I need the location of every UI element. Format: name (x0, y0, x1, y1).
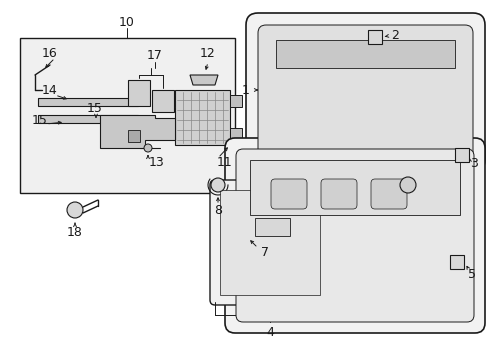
Text: 4: 4 (265, 325, 273, 338)
Text: 17: 17 (147, 49, 163, 62)
Circle shape (67, 202, 83, 218)
Bar (175, 90, 229, 145)
FancyBboxPatch shape (236, 149, 473, 322)
Circle shape (143, 144, 152, 152)
Text: 11: 11 (217, 156, 232, 168)
Text: 1: 1 (242, 84, 249, 96)
Text: 15: 15 (32, 113, 48, 126)
Bar (128, 130, 140, 142)
Bar (229, 95, 242, 107)
Bar (229, 128, 242, 140)
FancyBboxPatch shape (258, 25, 472, 160)
Bar (163, 95, 175, 107)
Text: 15: 15 (87, 102, 103, 114)
Text: 13: 13 (149, 156, 164, 168)
Text: 7: 7 (261, 246, 268, 258)
Bar (254, 218, 289, 236)
Text: 18: 18 (67, 225, 83, 239)
FancyBboxPatch shape (224, 138, 484, 333)
Bar (20, 38, 235, 193)
FancyBboxPatch shape (370, 179, 406, 209)
FancyBboxPatch shape (245, 13, 484, 172)
Text: 3: 3 (469, 157, 477, 170)
Text: 16: 16 (42, 46, 58, 59)
Text: 9: 9 (270, 168, 278, 181)
Circle shape (210, 178, 224, 192)
Polygon shape (100, 115, 175, 148)
Bar (220, 190, 319, 295)
Bar (367, 30, 381, 44)
FancyBboxPatch shape (209, 180, 329, 305)
Text: 10: 10 (119, 15, 135, 28)
Bar (38, 98, 138, 106)
FancyBboxPatch shape (270, 179, 306, 209)
Bar (38, 115, 138, 123)
Polygon shape (190, 75, 218, 85)
Bar (128, 80, 150, 106)
Bar (454, 148, 468, 162)
Circle shape (399, 177, 415, 193)
Text: 2: 2 (390, 28, 398, 41)
Bar (275, 40, 454, 68)
Bar (449, 255, 463, 269)
Text: 12: 12 (200, 46, 215, 59)
Text: 14: 14 (42, 84, 58, 96)
Bar (249, 160, 459, 215)
Bar (152, 90, 174, 112)
Text: 8: 8 (214, 203, 222, 216)
FancyBboxPatch shape (320, 179, 356, 209)
Text: 5: 5 (467, 269, 475, 282)
Text: 6: 6 (418, 184, 426, 197)
Bar (163, 128, 175, 140)
